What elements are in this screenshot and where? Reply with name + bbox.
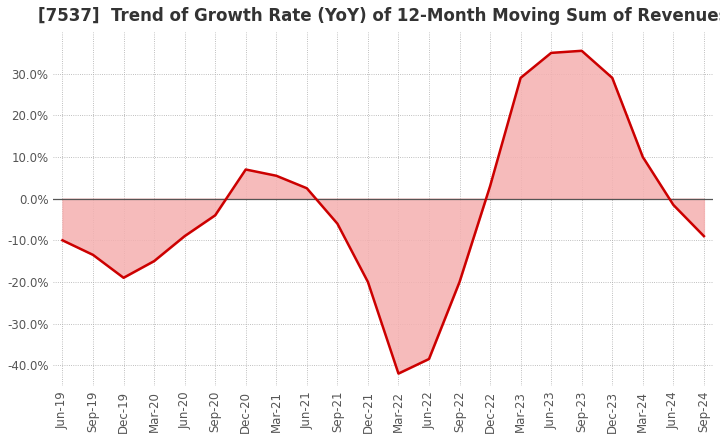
- Title: [7537]  Trend of Growth Rate (YoY) of 12-Month Moving Sum of Revenues: [7537] Trend of Growth Rate (YoY) of 12-…: [38, 7, 720, 25]
